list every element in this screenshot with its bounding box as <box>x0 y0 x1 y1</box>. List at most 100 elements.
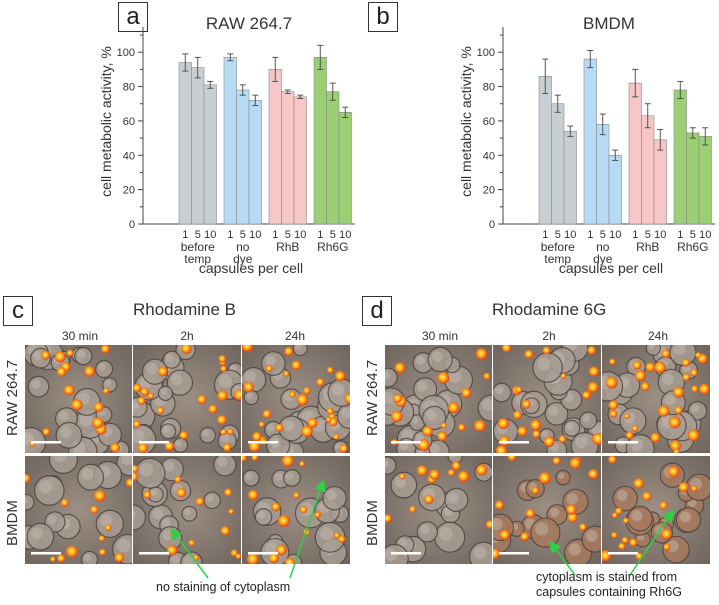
cell-highlight <box>648 345 655 350</box>
cell-highlight <box>77 350 86 358</box>
capsule <box>40 350 51 360</box>
cell-highlight <box>535 522 549 536</box>
cell-highlight <box>398 538 407 547</box>
capsule <box>566 504 577 515</box>
col-title-d-24h: 24h <box>647 329 669 343</box>
cell-highlight <box>286 472 294 480</box>
c1-barlabel-1-0: 1 <box>587 229 593 241</box>
c1-barlabel-2-0: 1 <box>632 229 638 241</box>
capsule <box>634 370 646 382</box>
capsule <box>247 553 259 564</box>
capsule <box>437 431 448 442</box>
micrograph-r0-c2 <box>242 345 350 453</box>
panel-label-a: a <box>118 2 148 32</box>
cell-highlight <box>482 399 492 411</box>
c1-ytick-label: 100 <box>477 47 495 59</box>
capsule <box>669 440 681 452</box>
capsule <box>473 420 486 432</box>
capsule <box>661 528 673 540</box>
capsule <box>493 548 501 560</box>
cell-highlight <box>146 362 158 375</box>
capsule <box>625 431 634 440</box>
cell-highlight <box>426 409 437 421</box>
capsule <box>93 490 106 502</box>
cell-highlight <box>184 508 191 516</box>
micrograph-grid-rhb <box>25 345 350 564</box>
capsule <box>42 428 51 436</box>
cell <box>162 350 181 369</box>
capsule <box>678 482 689 493</box>
c0-grouplabel-1-0: no <box>236 240 250 254</box>
cell-highlight <box>448 370 462 383</box>
cell-highlight <box>98 363 106 371</box>
panel-title-d: Rhodamine 6G <box>492 300 607 319</box>
cell-highlight <box>448 491 459 503</box>
capsule <box>659 501 668 510</box>
capsule <box>252 431 262 442</box>
cell <box>159 423 177 440</box>
c0-barlabel-3-0: 1 <box>317 229 323 241</box>
scale-bar <box>608 552 638 555</box>
capsule <box>166 544 178 556</box>
capsule <box>157 366 168 377</box>
cell <box>292 345 308 357</box>
capsule <box>587 346 596 355</box>
capsule <box>247 489 259 501</box>
cell <box>80 550 99 564</box>
c0-barlabel-1-1: 5 <box>240 229 246 241</box>
cell <box>581 525 601 553</box>
capsule <box>243 381 254 393</box>
capsule <box>624 413 630 419</box>
capsule <box>344 393 350 405</box>
capsule <box>224 488 233 497</box>
c0-grouplabel-3-0: Rh6G <box>317 240 348 254</box>
capsule <box>531 486 540 495</box>
cell <box>213 456 237 477</box>
capsule <box>552 456 561 465</box>
c0-ylabel: cell metabolic activity, % <box>98 46 114 197</box>
capsule <box>57 554 66 563</box>
c1-barlabel-3-2: 10 <box>699 229 711 241</box>
micrograph-r0-c0 <box>385 345 492 453</box>
capsule <box>284 557 296 564</box>
cell <box>563 419 581 437</box>
cell-highlight <box>431 351 443 362</box>
panel-label-b: b <box>368 2 398 32</box>
cell-highlight <box>165 353 174 362</box>
capsule <box>520 532 530 541</box>
capsule <box>133 383 142 393</box>
cell-highlight <box>282 419 294 431</box>
capsule <box>133 471 139 482</box>
cell-highlight <box>568 543 581 556</box>
c0-barlabel-1-0: 1 <box>227 229 233 241</box>
cell <box>55 421 83 449</box>
scale-bar <box>248 441 278 444</box>
capsule <box>447 402 460 414</box>
scale-bar <box>391 552 421 555</box>
capsule <box>251 456 259 461</box>
capsule <box>461 387 472 398</box>
capsule <box>440 422 447 429</box>
cell-highlight <box>566 493 578 505</box>
c0-grouplabel-0-0: before <box>181 240 215 254</box>
c1-barlabel-0-1: 5 <box>555 229 561 241</box>
capsule <box>242 456 247 462</box>
cell <box>133 504 147 531</box>
cell-highlight <box>171 555 180 564</box>
cell-highlight <box>493 518 503 531</box>
cell-highlight <box>104 379 112 387</box>
c0-grouplabel-0-1: temp <box>184 252 211 266</box>
capsule <box>497 418 509 430</box>
cell <box>33 475 65 506</box>
cell-highlight <box>33 351 43 361</box>
c0-barlabel-2-1: 5 <box>285 229 291 241</box>
cell <box>26 522 55 551</box>
capsule <box>339 444 348 453</box>
c1-ytick-label: 0 <box>489 219 495 231</box>
cell-highlight <box>585 530 598 542</box>
capsule <box>567 512 578 523</box>
cell-highlight <box>332 383 345 396</box>
cell-highlight <box>575 436 588 449</box>
capsule <box>475 348 488 360</box>
scale-bar <box>31 552 61 555</box>
